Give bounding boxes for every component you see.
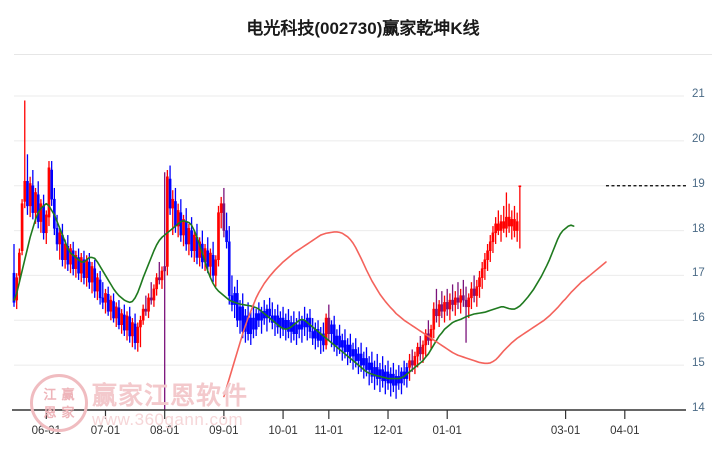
x-axis-tick-label: 01-01 [432,425,462,437]
x-axis-tick-label: 04-01 [610,425,640,437]
y-axis-tick-label: 19 [692,177,705,190]
x-axis-tick-label: 11-01 [314,425,344,437]
y-axis-tick-label: 21 [692,88,705,100]
x-axis-tick-label: 09-01 [209,425,239,437]
page-title: 电光科技(002730)赢家乾坤K线 [246,19,480,38]
y-axis-tick-label: 16 [692,312,705,325]
x-axis-tick-label: 08-01 [149,425,180,437]
candles [12,100,522,410]
y-axis-tick-label: 18 [692,222,705,235]
y-axis-tick-label: 14 [692,402,705,414]
x-axis-tick-label: 07-01 [90,425,121,437]
x-axis-tick-label: 12-01 [373,425,403,437]
x-axis-tick-label: 03-01 [550,425,581,437]
ma-line [223,231,607,398]
y-axis-tick-label: 15 [692,357,705,370]
gridlines [14,95,684,366]
y-axis-tick-label: 20 [692,132,705,145]
y-axis-tick-label: 17 [692,267,705,280]
ma-line [13,202,575,380]
x-axis-tick-label: 06-01 [31,425,61,437]
header-divider [14,54,712,55]
x-axis-tick-label: 10-01 [268,425,298,437]
